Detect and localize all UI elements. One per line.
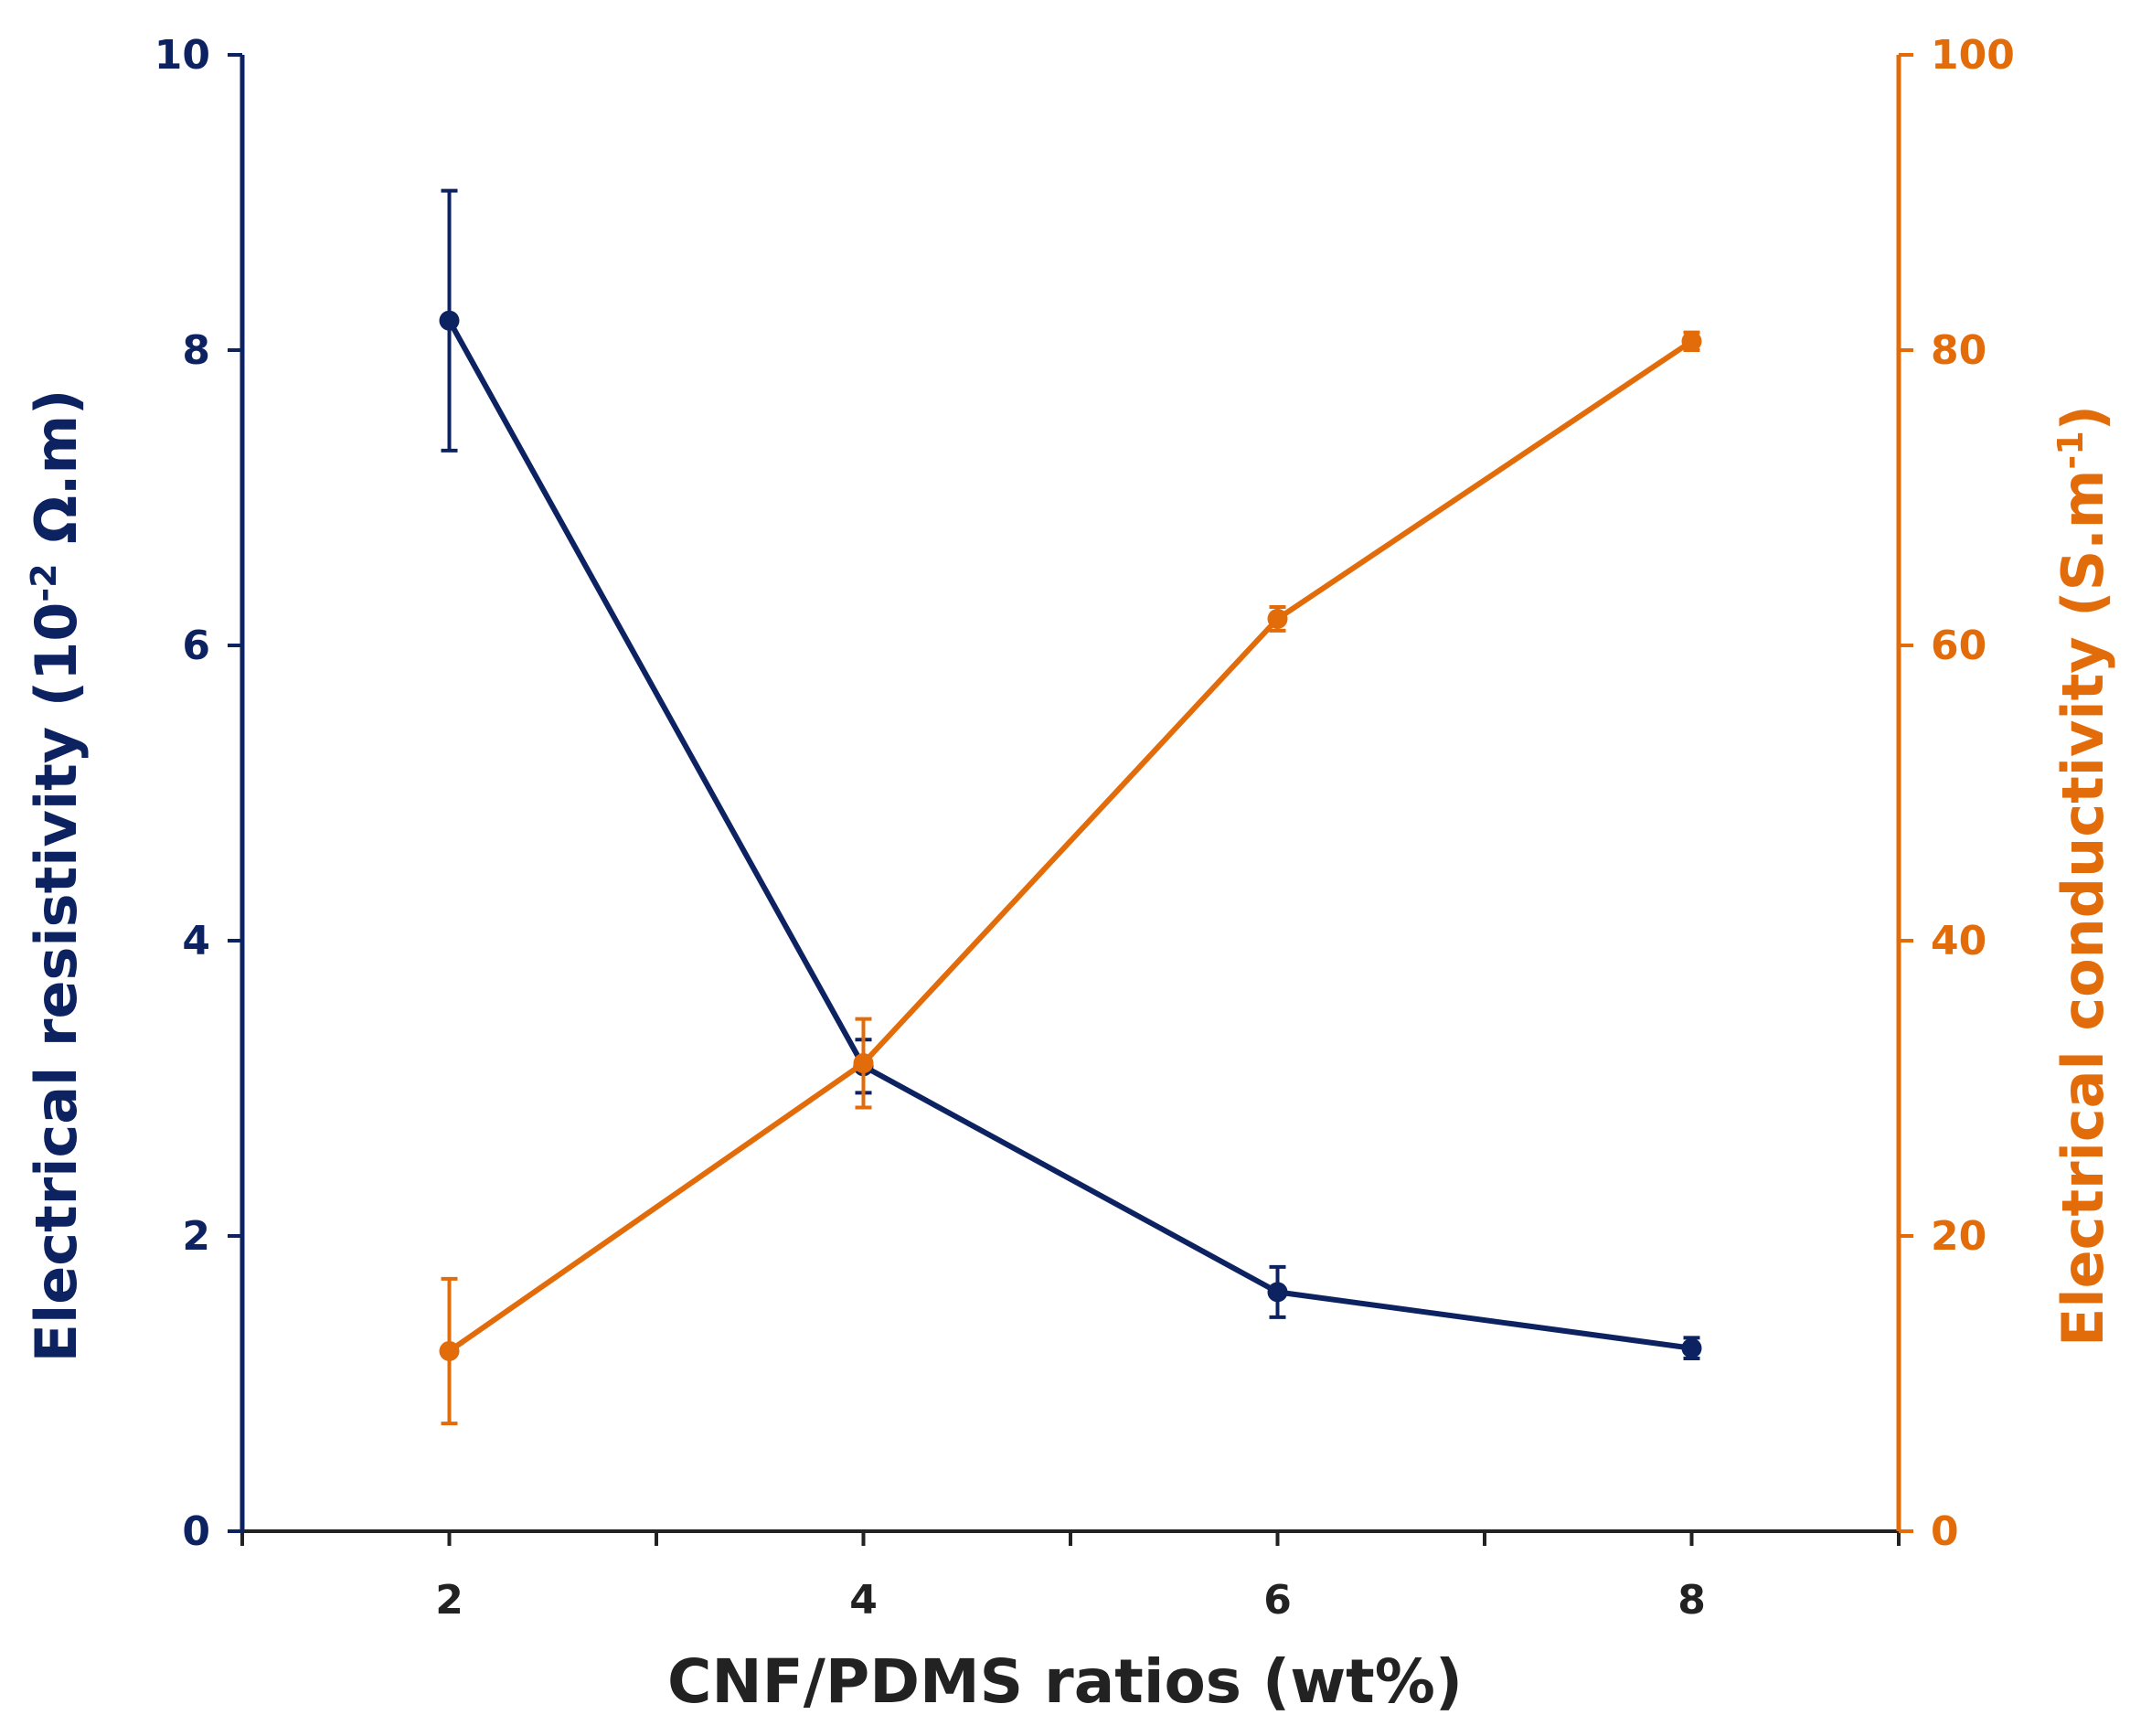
- x-tick-label: 6: [1263, 1577, 1292, 1624]
- y-right-axis-title: Electrical conductivity (S.m-1): [2050, 405, 2116, 1347]
- x-axis-title: CNF/PDMS ratios (wt%): [667, 1646, 1463, 1717]
- y-right-tick-label: 0: [1931, 1508, 1959, 1555]
- series-1-point: [439, 310, 460, 331]
- series-layer: [439, 188, 1702, 1426]
- y-right-title-suffix: ): [2050, 405, 2116, 431]
- y-right-tick-label: 60: [1931, 623, 1986, 669]
- y-left-tick-label: 10: [154, 32, 210, 79]
- y-right-title-prefix: Electrical conductivity (S.m: [2050, 470, 2116, 1347]
- y-left-title-suffix: Ω.m): [23, 389, 90, 564]
- series-1-point: [1267, 1282, 1288, 1303]
- y-left-tick-label: 4: [182, 918, 210, 964]
- y-left-tick-label: 6: [182, 623, 210, 669]
- y-left-tick-label: 8: [182, 327, 210, 374]
- y-right-title-superscript: -1: [2050, 431, 2091, 469]
- y-left-tick-label: 2: [182, 1213, 210, 1260]
- y-right-tick-label: 20: [1931, 1213, 1986, 1260]
- series-1-line: [446, 319, 1692, 1351]
- y-left-title-superscript: -2: [24, 563, 64, 602]
- y-right-tick-label: 40: [1931, 918, 1986, 964]
- x-tick-label: 2: [435, 1577, 463, 1624]
- labels-layer: CNF/PDMS ratios (wt%) Electrical resisti…: [23, 32, 2116, 1717]
- x-tick-label: 4: [849, 1577, 878, 1624]
- series-2-point: [1267, 608, 1288, 629]
- y-left-title-prefix: Electrical resistivity (10: [23, 602, 90, 1363]
- x-tick-label: 8: [1677, 1577, 1706, 1624]
- y-right-tick-label: 100: [1931, 32, 2015, 79]
- axes-layer: [228, 53, 1913, 1546]
- series-2-point: [439, 1340, 460, 1361]
- series-2-line: [447, 338, 1694, 1354]
- series-2-point: [1681, 331, 1702, 352]
- y-right-tick-label: 80: [1931, 327, 1986, 374]
- y-left-axis-title: Electrical resistivity (10-2 Ω.m): [23, 389, 90, 1363]
- y-left-tick-label: 0: [182, 1508, 210, 1555]
- series-2-point: [853, 1053, 874, 1074]
- series-1-point: [1681, 1337, 1702, 1358]
